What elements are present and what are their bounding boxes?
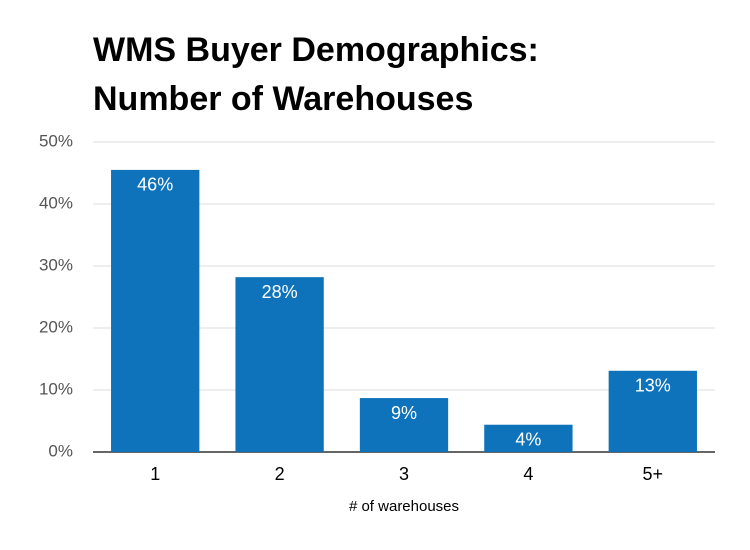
bar <box>359 398 449 452</box>
value-label: 46% <box>137 175 173 195</box>
chart-title: WMS Buyer Demographics: <box>93 31 539 69</box>
chart-title: Number of Warehouses <box>93 80 473 118</box>
y-tick-label: 10% <box>39 379 73 398</box>
y-tick-label: 0% <box>48 441 73 460</box>
value-label: 9% <box>391 403 417 423</box>
x-tick-label: 1 <box>150 464 160 484</box>
value-label: 4% <box>515 429 541 449</box>
bar <box>608 370 697 452</box>
x-tick-label: 2 <box>275 464 285 484</box>
x-axis-label: # of warehouses <box>349 498 459 515</box>
y-tick-label: 20% <box>39 317 73 336</box>
bar <box>235 277 324 452</box>
bar <box>111 169 200 452</box>
y-tick-label: 30% <box>39 255 73 274</box>
x-tick-label: 5+ <box>643 464 664 484</box>
value-label: 28% <box>262 282 298 302</box>
bar <box>484 424 573 452</box>
y-tick-label: 50% <box>39 131 73 150</box>
x-tick-label: 3 <box>399 464 409 484</box>
y-tick-label: 40% <box>39 193 73 212</box>
value-label: 13% <box>635 376 671 396</box>
x-tick-label: 4 <box>523 464 533 484</box>
